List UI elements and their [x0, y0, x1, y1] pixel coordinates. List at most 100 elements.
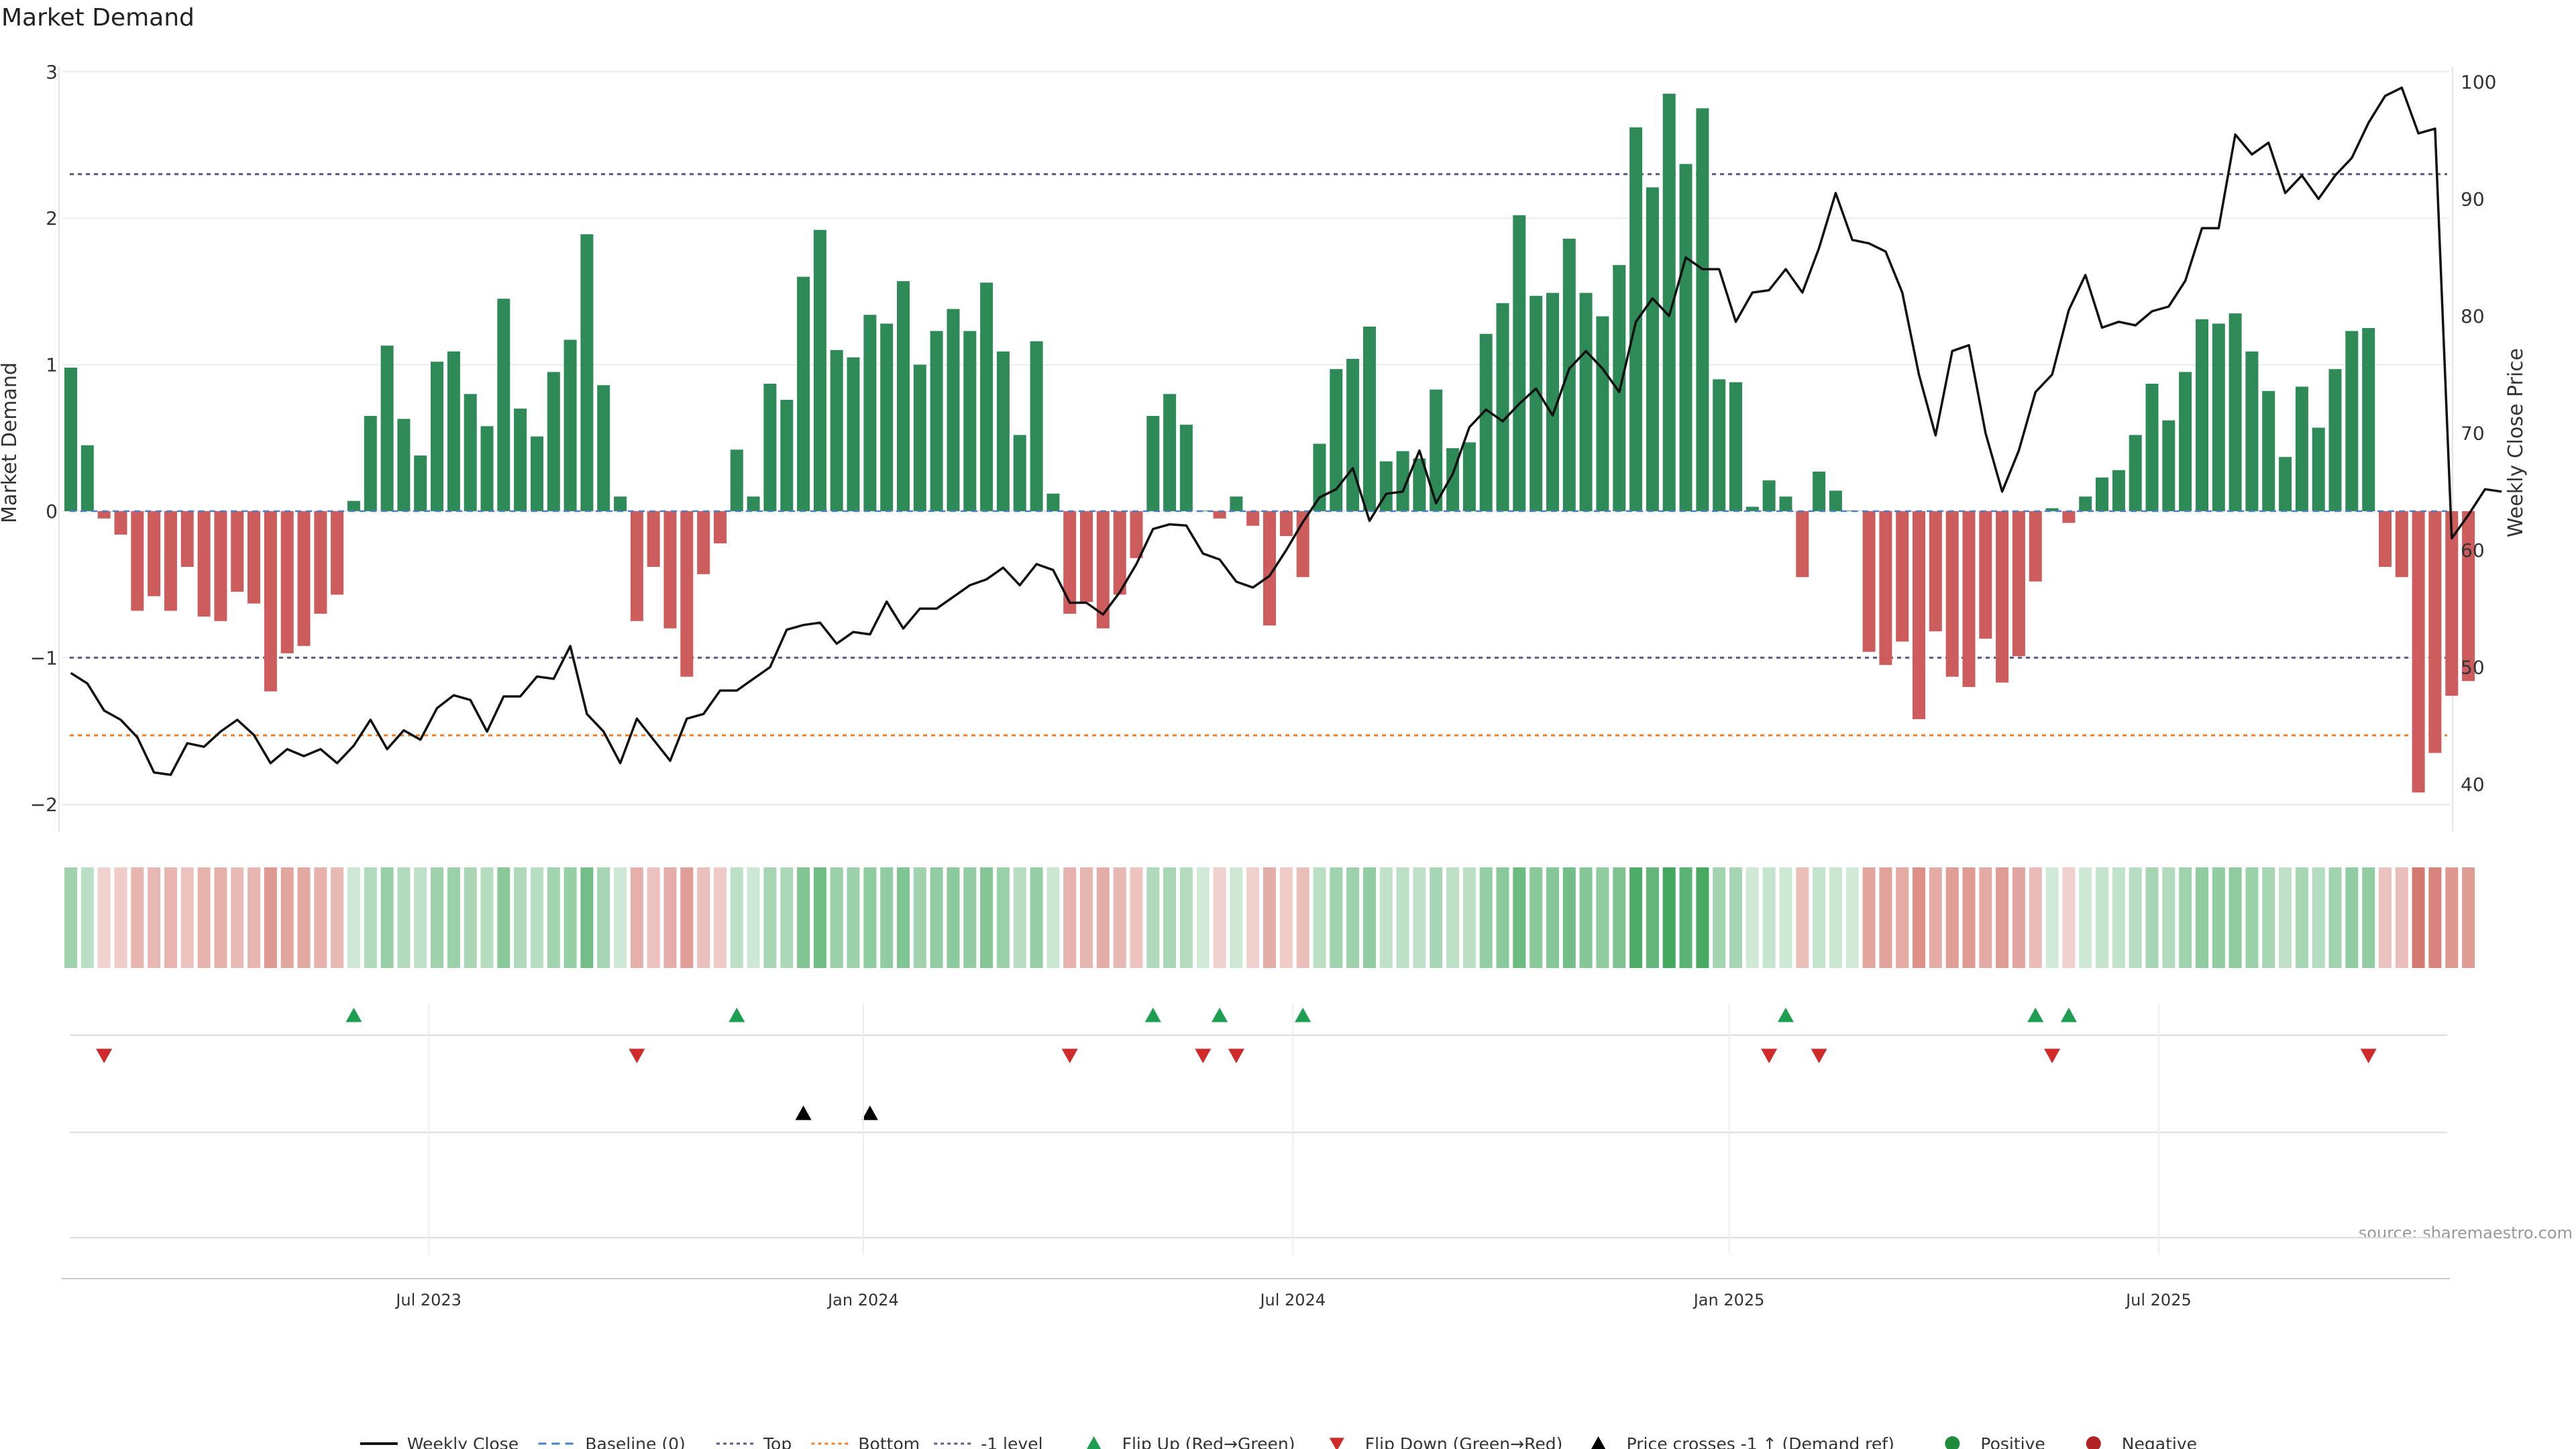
demand-bar-positive: [1146, 416, 1160, 511]
flip-up-marker: [729, 1008, 745, 1022]
left-tick-label: −1: [30, 647, 58, 669]
demand-bar-positive: [2328, 369, 2342, 511]
demand-bar-negative: [1945, 511, 1959, 677]
heat-cell: [1246, 867, 1260, 968]
legend-label: Top: [763, 1434, 792, 1449]
demand-bar-negative: [714, 511, 727, 543]
right-tick-label: 40: [2461, 773, 2485, 796]
heat-cell: [1230, 867, 1243, 968]
demand-bar-positive: [780, 400, 794, 511]
demand-bar-negative: [1962, 511, 1976, 688]
demand-bar-negative: [1896, 511, 1909, 642]
heat-cell: [2462, 867, 2475, 968]
legend-item: -1 level: [934, 1434, 1043, 1449]
demand-bar-positive: [1529, 296, 1543, 511]
demand-bar-positive: [1330, 369, 1343, 511]
right-tick-label: 50: [2461, 657, 2485, 679]
heat-cell: [148, 867, 161, 968]
demand-bar-positive: [1746, 506, 1759, 511]
heat-cell: [1746, 867, 1759, 968]
heat-cell: [1479, 867, 1493, 968]
demand-bar-positive: [2162, 420, 2176, 511]
heat-cell: [963, 867, 977, 968]
heat-cell: [797, 867, 810, 968]
heat-cell: [614, 867, 627, 968]
demand-bar-positive: [1363, 326, 1376, 511]
heat-cell: [630, 867, 643, 968]
heat-cell: [1979, 867, 1992, 968]
demand-bar-positive: [1713, 379, 1726, 511]
legend-label: Price crosses -1 ↑ (Demand ref): [1627, 1434, 1894, 1449]
demand-bar-positive: [514, 409, 527, 511]
heat-cell: [364, 867, 377, 968]
legend: Weekly Close Baseline (0) Top Bottom -1 leve…: [360, 1434, 2197, 1449]
heat-cell: [2029, 867, 2042, 968]
heat-cell: [1962, 867, 1976, 968]
weekly-close-line: [70, 86, 2502, 776]
heat-cell: [647, 867, 660, 968]
legend-swatch: [1591, 1436, 1606, 1449]
heat-cell: [1213, 867, 1226, 968]
heat-cell: [1596, 867, 1609, 968]
heat-cell: [1896, 867, 1909, 968]
heat-cell: [1496, 867, 1509, 968]
demand-bar-positive: [64, 368, 77, 511]
heat-cell: [663, 867, 677, 968]
heat-cell: [314, 867, 327, 968]
left-tick-label: 1: [46, 354, 58, 376]
heat-cell: [1096, 867, 1110, 968]
right-axis-ticks: 40 50 60 70 80 90 100: [2461, 71, 2496, 796]
flip-down-marker: [2360, 1049, 2377, 1063]
flip-down-marker: [1761, 1049, 1778, 1063]
heat-cell: [597, 867, 610, 968]
heat-cell: [780, 867, 794, 968]
heat-cell: [1462, 867, 1476, 968]
demand-bar-positive: [531, 436, 543, 511]
demand-bar-negative: [2412, 511, 2425, 793]
right-tick-label: 60: [2461, 539, 2485, 561]
heat-cell: [2179, 867, 2192, 968]
demand-bar-negative: [197, 511, 211, 617]
heat-cell: [1080, 867, 1093, 968]
demand-bar-positive: [2362, 328, 2375, 511]
heat-cell: [2295, 867, 2308, 968]
demand-bar-positive: [2179, 372, 2192, 511]
heat-cell: [1879, 867, 1892, 968]
heat-cell: [747, 867, 760, 968]
legend-item: Top: [716, 1434, 792, 1449]
demand-bar-negative: [1080, 511, 1093, 602]
legend-label: -1 level: [981, 1434, 1042, 1449]
weekly-close-line-group: [70, 86, 2502, 776]
demand-bar-positive: [747, 496, 760, 511]
demand-bar-positive: [497, 299, 511, 511]
heat-cell: [1030, 867, 1043, 968]
heat-cell: [1629, 867, 1643, 968]
demand-bar-negative: [1879, 511, 1892, 665]
demand-bar-positive: [2245, 351, 2259, 511]
heat-cell: [1379, 867, 1393, 968]
demand-bar-positive: [2312, 427, 2325, 511]
legend-item: Negative: [2086, 1434, 2197, 1449]
demand-bar-positive: [547, 372, 560, 511]
demand-bar-positive: [1596, 316, 1609, 511]
heat-cell: [2328, 867, 2342, 968]
flip-down-marker: [1061, 1049, 1078, 1063]
demand-bar-negative: [1996, 511, 2009, 683]
demand-bar-positive: [2229, 313, 2242, 511]
heat-cell: [1113, 867, 1126, 968]
demand-bar-negative: [1213, 511, 1226, 519]
legend-swatch: [1945, 1436, 1960, 1449]
legend-item: Flip Up (Red→Green): [1087, 1434, 1295, 1449]
heat-cell: [1196, 867, 1210, 968]
signal-panels: [62, 1008, 2450, 1279]
demand-bar-positive: [2345, 331, 2359, 511]
heat-cell: [2096, 867, 2108, 968]
demand-bar-negative: [2395, 511, 2408, 578]
demand-bar-positive: [1013, 435, 1026, 511]
heat-cell: [1945, 867, 1959, 968]
legend-swatch: [1087, 1436, 1102, 1449]
heat-cell: [447, 867, 460, 968]
right-tick-label: 80: [2461, 305, 2485, 327]
heat-cell: [1430, 867, 1443, 968]
heat-cell: [1296, 867, 1309, 968]
